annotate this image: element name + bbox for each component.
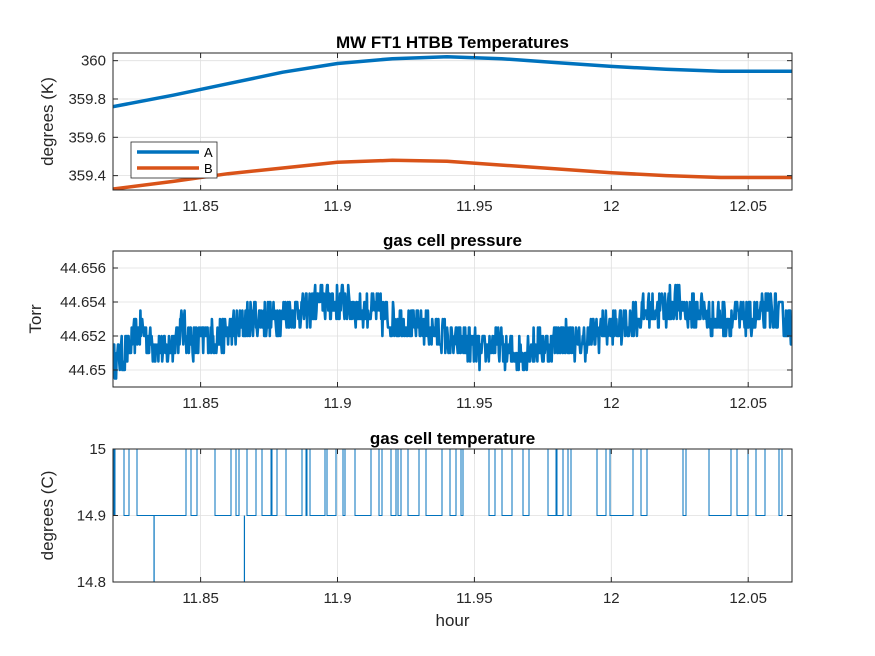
y-axis-label: Torr xyxy=(26,304,45,334)
y-tick-label: 44.65 xyxy=(68,362,106,379)
y-tick-label: 14.9 xyxy=(77,508,106,525)
legend: AB xyxy=(130,141,218,179)
series-group xyxy=(113,449,792,582)
series-line-A xyxy=(113,55,792,109)
y-tick-label: 359.4 xyxy=(68,168,106,185)
x-tick-label: 11.85 xyxy=(182,590,218,607)
x-tick-label: 12 xyxy=(603,590,620,607)
axes-box xyxy=(112,250,793,388)
chart-title: MW FT1 HTBB Temperatures xyxy=(336,33,569,52)
y-axis-label: degrees (K) xyxy=(38,77,57,166)
series-group xyxy=(113,283,792,380)
x-tick-label: 11.95 xyxy=(456,395,492,412)
x-tick-label: 12.05 xyxy=(729,395,767,412)
legend-box xyxy=(130,141,218,179)
y-tick-label: 15 xyxy=(89,441,106,458)
temperature-plot: 11.85 11.9 11.95 12 12.05 359.4 359.6 359.8 360 M… xyxy=(38,33,793,215)
series-group xyxy=(113,55,792,190)
x-tick-label: 11.95 xyxy=(456,198,492,215)
x-axis-label: hour xyxy=(435,611,469,630)
chart-title: gas cell pressure xyxy=(383,231,522,250)
x-tick-label: 11.85 xyxy=(182,395,218,412)
x-tick-label: 11.9 xyxy=(323,198,351,215)
y-tick-label: 359.8 xyxy=(68,91,106,108)
pressure-plot: 11.85 11.9 11.95 12 12.05 44.65 44.652 44.654 44… xyxy=(26,231,793,412)
y-tick-label: 44.654 xyxy=(60,294,106,311)
series-line xyxy=(113,283,792,380)
series-line-B xyxy=(113,158,792,190)
axes-box xyxy=(112,52,793,191)
y-tick-label: 360 xyxy=(81,53,106,70)
x-tick-label: 11.9 xyxy=(323,395,351,412)
legend-label-B: B xyxy=(204,161,213,176)
x-tick-label: 12 xyxy=(603,395,620,412)
x-tick-label: 12 xyxy=(603,198,620,215)
x-tick-label: 12.05 xyxy=(729,590,767,607)
x-tick-label: 11.85 xyxy=(182,198,218,215)
y-tick-label: 44.652 xyxy=(60,328,106,345)
plot-area xyxy=(113,53,792,190)
y-axis-label: degrees (C) xyxy=(38,471,57,561)
chart-title: gas cell temperature xyxy=(370,429,535,448)
x-tick-label: 11.95 xyxy=(456,590,492,607)
y-tick-label: 14.8 xyxy=(77,574,106,591)
y-tick-label: 359.6 xyxy=(68,129,106,146)
x-tick-label: 11.9 xyxy=(323,590,351,607)
x-tick-label: 12.05 xyxy=(729,198,767,215)
y-tick-label: 44.656 xyxy=(60,260,106,277)
gas-temperature-plot: 11.85 11.9 11.95 12 12.05 14.8 14.9 15 gas cell … xyxy=(38,429,793,630)
legend-label-A: A xyxy=(204,145,213,160)
